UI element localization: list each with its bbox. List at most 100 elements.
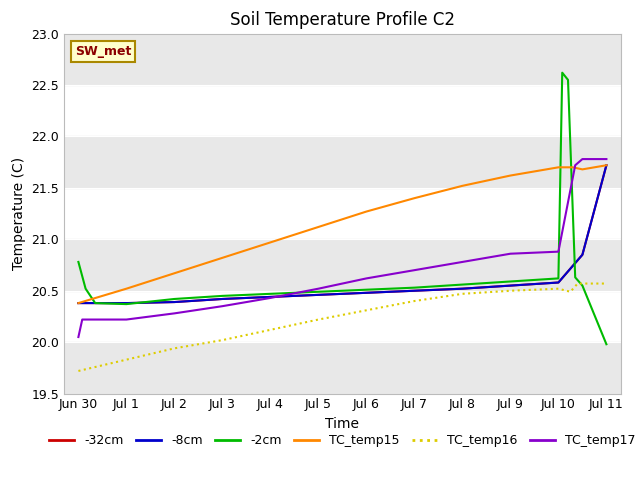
-32cm bbox=[579, 252, 586, 258]
TC_temp17 bbox=[572, 162, 579, 168]
-32cm bbox=[74, 300, 82, 306]
TC_temp16 bbox=[170, 346, 178, 351]
TC_temp17 bbox=[74, 334, 82, 340]
Bar bbox=[64, 34, 621, 85]
-2cm bbox=[579, 283, 586, 288]
-2cm bbox=[266, 291, 274, 297]
-8cm bbox=[266, 294, 274, 300]
TC_temp15 bbox=[266, 240, 274, 245]
-2cm bbox=[558, 70, 566, 75]
-8cm bbox=[315, 292, 322, 298]
Text: SW_met: SW_met bbox=[75, 45, 131, 58]
TC_temp17 bbox=[218, 303, 227, 309]
TC_temp15 bbox=[315, 224, 322, 230]
-8cm bbox=[218, 296, 227, 302]
-2cm bbox=[362, 287, 370, 293]
TC_temp16 bbox=[411, 298, 419, 304]
Bar bbox=[64, 240, 621, 291]
TC_temp17 bbox=[579, 156, 586, 162]
TC_temp17 bbox=[170, 311, 178, 316]
Legend: -32cm, -8cm, -2cm, TC_temp15, TC_temp16, TC_temp17: -32cm, -8cm, -2cm, TC_temp15, TC_temp16,… bbox=[44, 429, 640, 452]
-8cm bbox=[554, 280, 563, 286]
TC_temp17 bbox=[122, 317, 131, 323]
TC_temp16 bbox=[74, 368, 82, 374]
Line: TC_temp15: TC_temp15 bbox=[78, 165, 606, 303]
TC_temp15 bbox=[579, 167, 586, 172]
TC_temp17 bbox=[266, 295, 274, 301]
-2cm bbox=[170, 296, 178, 302]
TC_temp15 bbox=[170, 270, 178, 276]
TC_temp17 bbox=[554, 249, 563, 254]
-2cm bbox=[564, 77, 572, 83]
-8cm bbox=[506, 283, 514, 288]
-32cm bbox=[411, 288, 419, 294]
Bar bbox=[64, 342, 621, 394]
TC_temp17 bbox=[315, 286, 322, 291]
TC_temp16 bbox=[218, 337, 227, 343]
TC_temp17 bbox=[602, 156, 610, 162]
-8cm bbox=[74, 300, 82, 306]
TC_temp16 bbox=[573, 281, 581, 287]
TC_temp15 bbox=[506, 173, 514, 179]
Line: -2cm: -2cm bbox=[78, 72, 606, 344]
-8cm bbox=[411, 288, 419, 294]
TC_temp17 bbox=[458, 259, 466, 265]
TC_temp17 bbox=[411, 267, 419, 273]
-2cm bbox=[92, 300, 99, 306]
-8cm bbox=[602, 162, 610, 168]
Line: TC_temp17: TC_temp17 bbox=[78, 159, 606, 337]
-32cm bbox=[266, 294, 274, 300]
TC_temp16 bbox=[602, 281, 610, 287]
-8cm bbox=[579, 252, 586, 258]
-8cm bbox=[170, 299, 178, 305]
TC_temp15 bbox=[411, 195, 419, 201]
Line: -8cm: -8cm bbox=[78, 165, 606, 303]
-8cm bbox=[458, 286, 466, 291]
-2cm bbox=[458, 282, 466, 288]
TC_temp17 bbox=[86, 317, 94, 323]
TC_temp15 bbox=[554, 165, 563, 170]
-2cm bbox=[315, 289, 322, 295]
-32cm bbox=[602, 162, 610, 168]
-32cm bbox=[315, 292, 322, 298]
TC_temp15 bbox=[122, 286, 131, 291]
TC_temp16 bbox=[566, 289, 574, 295]
TC_temp15 bbox=[74, 300, 82, 306]
Y-axis label: Temperature (C): Temperature (C) bbox=[12, 157, 26, 270]
Line: -32cm: -32cm bbox=[78, 165, 606, 303]
-32cm bbox=[458, 286, 466, 291]
Line: TC_temp16: TC_temp16 bbox=[78, 284, 606, 371]
TC_temp15 bbox=[458, 183, 466, 189]
-2cm bbox=[506, 278, 514, 284]
Title: Soil Temperature Profile C2: Soil Temperature Profile C2 bbox=[230, 11, 455, 29]
TC_temp15 bbox=[602, 162, 610, 168]
X-axis label: Time: Time bbox=[325, 417, 360, 431]
-8cm bbox=[122, 300, 131, 306]
-8cm bbox=[362, 290, 370, 296]
-32cm bbox=[218, 296, 227, 302]
TC_temp15 bbox=[362, 209, 370, 215]
TC_temp16 bbox=[266, 327, 274, 333]
-2cm bbox=[82, 286, 90, 291]
TC_temp17 bbox=[362, 276, 370, 281]
TC_temp15 bbox=[218, 255, 227, 261]
-2cm bbox=[602, 341, 610, 347]
-2cm bbox=[572, 275, 579, 280]
TC_temp16 bbox=[122, 357, 131, 362]
-2cm bbox=[122, 301, 131, 307]
Bar bbox=[64, 136, 621, 188]
-32cm bbox=[170, 299, 178, 305]
TC_temp16 bbox=[458, 291, 466, 297]
TC_temp16 bbox=[506, 288, 514, 294]
TC_temp16 bbox=[554, 286, 563, 291]
TC_temp15 bbox=[569, 165, 577, 170]
-32cm bbox=[554, 280, 563, 286]
TC_temp16 bbox=[315, 317, 322, 323]
TC_temp17 bbox=[506, 251, 514, 257]
-2cm bbox=[554, 276, 563, 281]
-2cm bbox=[74, 259, 82, 265]
-32cm bbox=[122, 300, 131, 306]
-2cm bbox=[411, 285, 419, 290]
-32cm bbox=[362, 290, 370, 296]
-2cm bbox=[218, 293, 227, 299]
